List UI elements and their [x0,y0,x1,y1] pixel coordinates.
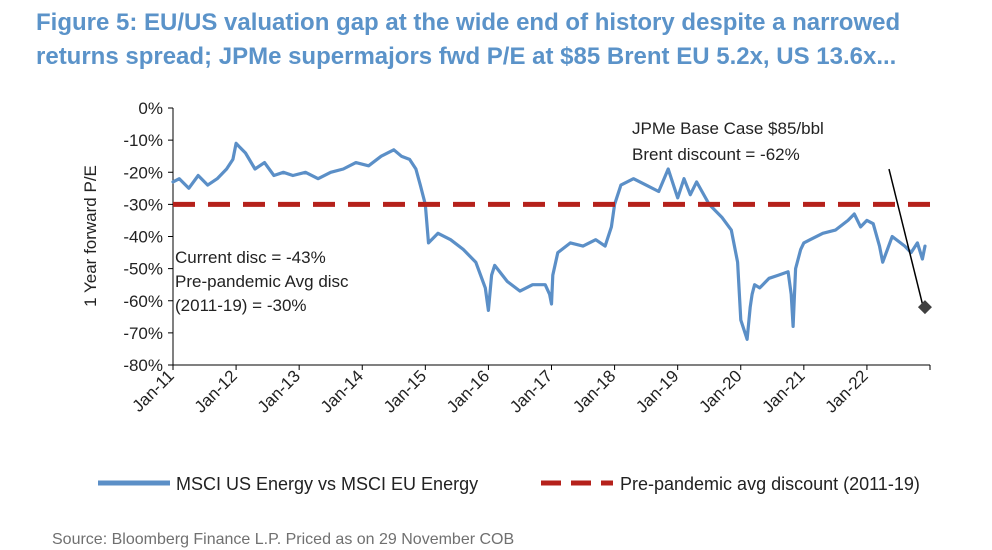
x-tick-label: Jan-21 [758,366,808,416]
y-tick-label: -80% [123,356,163,375]
y-tick-label: -50% [123,260,163,279]
legend-label-avg: Pre-pandemic avg discount (2011-19) [620,474,920,494]
series-line-msci-us-vs-eu [171,141,927,341]
x-tick-label: Jan-17 [506,366,556,416]
y-tick-label: -60% [123,292,163,311]
x-tick-label: Jan-18 [569,366,619,416]
legend: MSCI US Energy vs MSCI EU Energy Pre-pand… [98,474,920,494]
annotations: JPMe Base Case $85/bbl Brent discount = -… [175,119,824,315]
x-tick-label: Jan-15 [380,366,430,416]
x-tick-label: Jan-22 [822,366,872,416]
annotation-current-disc-line: (2011-19) = -30% [175,296,307,315]
estimate-trend-line [888,168,924,305]
y-tick-label: -10% [123,131,163,150]
annotation-current-disc-line: Pre-pandemic Avg disc [175,272,349,291]
estimate-diamond-marker [917,300,932,315]
y-tick-label: -40% [123,228,163,247]
y-tick-label: -20% [123,163,163,182]
annotation-base-case-line: JPMe Base Case $85/bbl [632,119,824,138]
chart-title: Figure 5: EU/US valuation gap at the wid… [36,9,901,70]
series-group [171,141,932,341]
x-axis: Jan-11 Jan-12 Jan-13 Jan-14 Jan-15 Jan-16 Jan-… [129,364,931,417]
y-tick-label: 0% [138,99,163,118]
annotation-current-disc-line: Current disc = -43% [175,248,326,267]
x-tick-label: Jan-20 [695,366,745,416]
annotation-base-case-line: Brent discount = -62% [632,145,800,164]
x-tick-label: Jan-19 [632,366,682,416]
y-axis: 0% -10% -20% -30% -40% -50% -60% -70% -80% [123,99,174,375]
x-tick-label: Jan-12 [191,366,241,416]
x-tick-label: Jan-13 [254,366,304,416]
y-axis-label: 1 Year forward P/E [81,165,100,307]
y-tick-label: -30% [123,195,163,214]
chart-area: 0% -10% -20% -30% -40% -50% -60% -70% -80% Jan-1… [81,99,932,494]
x-tick-label: Jan-16 [443,366,493,416]
legend-label-msci: MSCI US Energy vs MSCI EU Energy [176,474,478,494]
y-tick-label: -70% [123,324,163,343]
source-note: Source: Bloomberg Finance L.P. Priced as… [52,531,515,548]
x-tick-label: Jan-14 [317,366,367,416]
